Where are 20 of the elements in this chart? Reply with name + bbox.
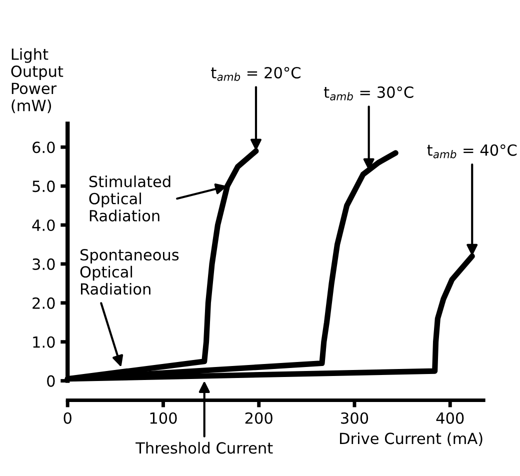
x-axis-title: Drive Current (mA) (340, 432, 482, 446)
y-tick-label: 6.0 (32, 142, 55, 154)
annotation: Threshold Current (136, 442, 273, 454)
annotation: t$_{amb}$ = 40°C (427, 144, 517, 158)
annotation: t$_{amb}$ = 20°C (211, 66, 300, 81)
y-tick-label: 0 (47, 375, 55, 387)
annotation: Stimulated Optical Radiation (89, 175, 170, 222)
x-tick-label: 300 (341, 412, 368, 424)
x-tick-label: 0 (64, 412, 72, 424)
x-tick-label: 100 (150, 412, 177, 424)
x-tick-label: 200 (245, 412, 272, 424)
y-axis-title: Light Output Power (mW) (11, 48, 64, 114)
y-tick-label: 5.0 (32, 180, 55, 192)
y-tick-label: 2.0 (32, 297, 55, 309)
annotation: t$_{amb}$ = 30°C (324, 86, 414, 100)
x-tick-label: 400 (436, 412, 464, 424)
annotation: Spontaneous Optical Radiation (80, 248, 179, 295)
y-tick-label: 3.0 (32, 258, 55, 270)
y-tick-label: 4.0 (32, 219, 55, 232)
y-tick-label: 1.0 (33, 336, 55, 348)
